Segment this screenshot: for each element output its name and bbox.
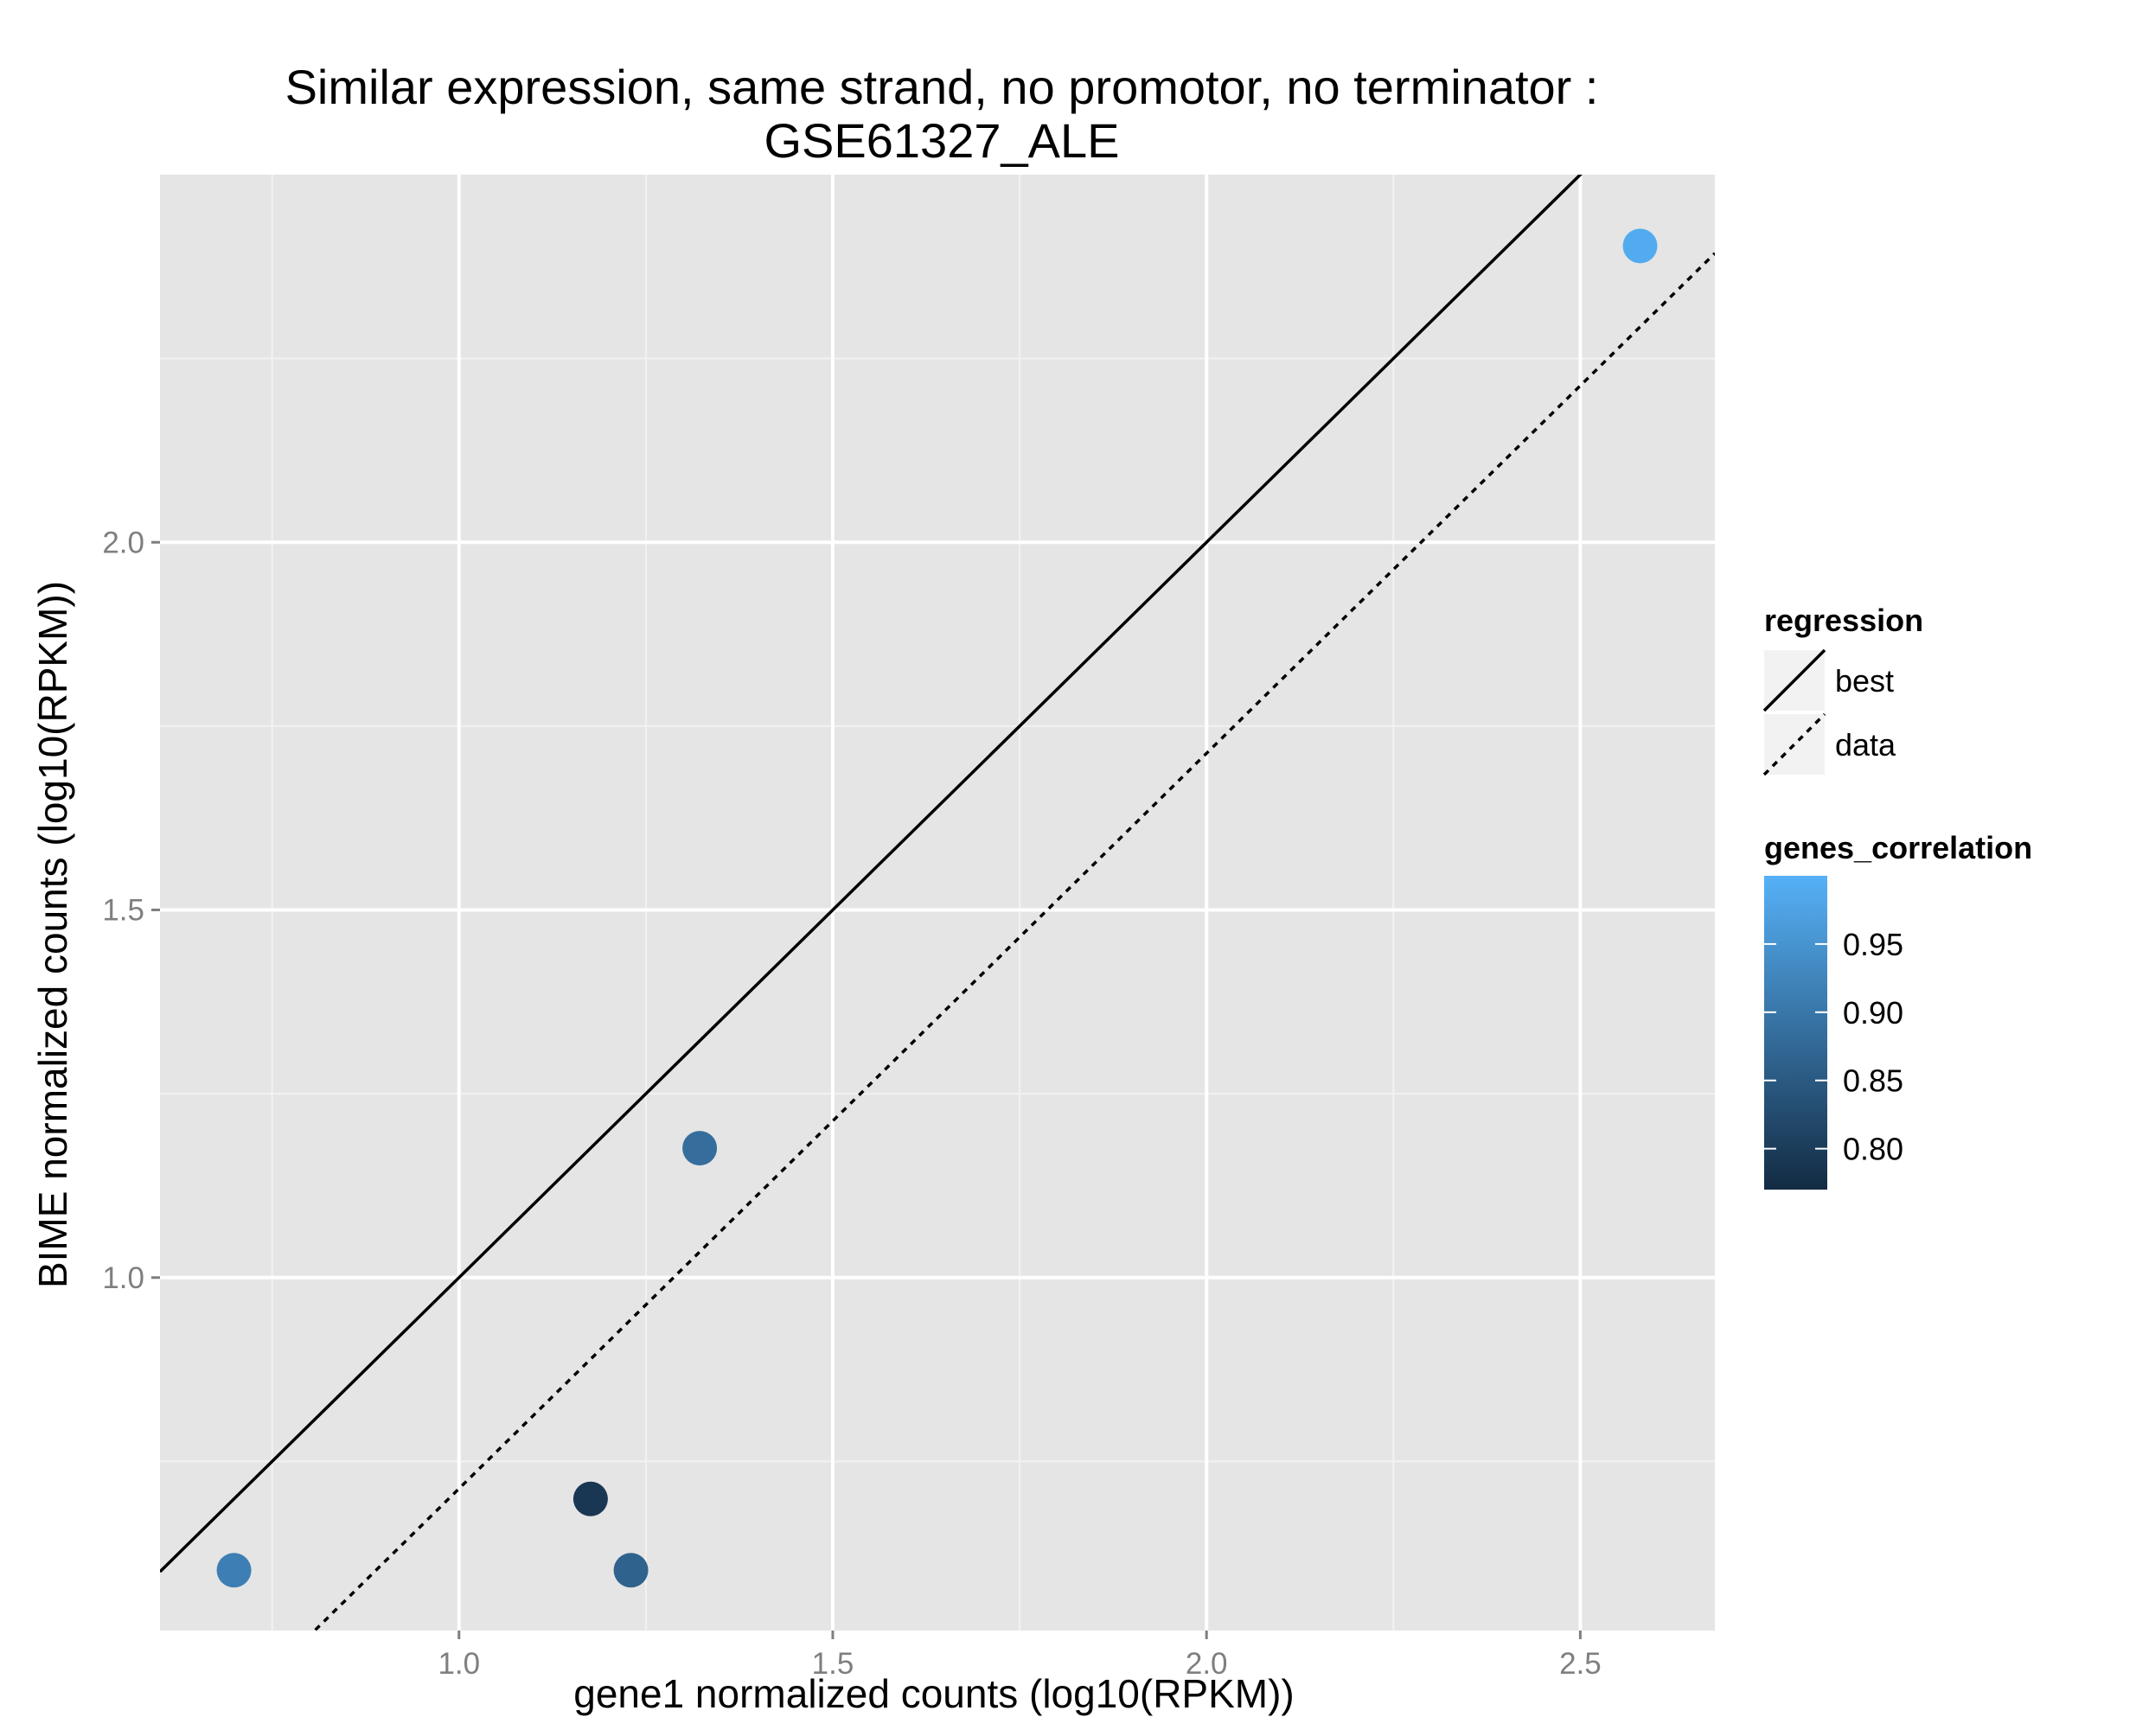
data-point: [613, 1553, 649, 1588]
x-tick-label: 1.5: [812, 1647, 854, 1681]
legend-key-best: [1762, 648, 1826, 712]
legend-label-best: best: [1835, 663, 1894, 699]
y-tick-label: 2.0: [102, 526, 144, 559]
data-point: [682, 1131, 718, 1166]
x-tick-label: 2.5: [1559, 1647, 1602, 1681]
legend-key-data: [1762, 712, 1826, 776]
data-point: [572, 1481, 608, 1516]
legend-regression-title: regression: [1764, 603, 1923, 638]
x-tick-label: 1.0: [438, 1647, 480, 1681]
y-tick-label: 1.0: [102, 1261, 144, 1295]
data-point: [1622, 228, 1658, 264]
colorbar-tick-label: 0.85: [1843, 1063, 1903, 1099]
y-axis-title: BIME normalized counts (log10(RPKM)): [30, 581, 75, 1288]
legend-color-title: genes_correlation: [1764, 830, 2032, 865]
colorbar: [1764, 876, 1827, 1190]
x-tick-label: 2.0: [1186, 1647, 1228, 1681]
chart-title-line1: Similar expression, same strand, no prom…: [285, 60, 1599, 114]
plot-panel: [160, 175, 1715, 1631]
data-point: [216, 1553, 252, 1588]
x-axis-title: gene1 normalized counts (log10(RPKM)): [573, 1671, 1295, 1716]
regression-line-data: [312, 252, 1715, 1631]
colorbar-tick-label: 0.90: [1843, 995, 1903, 1031]
legend-label-data: data: [1835, 727, 1896, 763]
chart-title-line2: GSE61327_ALE: [764, 113, 1120, 168]
colorbar-tick-label: 0.95: [1843, 927, 1903, 962]
colorbar-tick-label: 0.80: [1843, 1132, 1903, 1167]
regression-line-best: [160, 175, 1583, 1573]
y-tick-label: 1.5: [102, 894, 144, 928]
